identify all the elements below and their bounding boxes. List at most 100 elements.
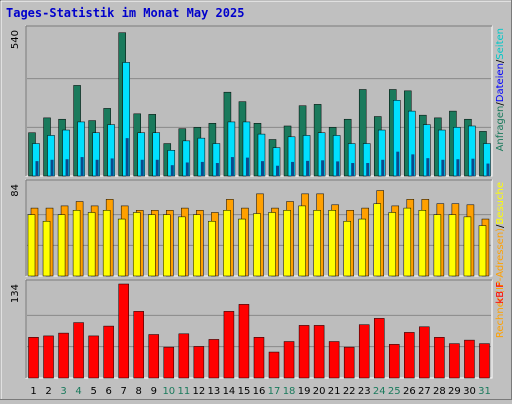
day-label: 6 — [105, 386, 111, 397]
day-label: 26 — [403, 386, 416, 397]
y-max-label: 134 — [10, 284, 21, 303]
bar-besuche — [117, 218, 126, 277]
bar-besuche — [388, 212, 397, 277]
bar-kbf — [313, 325, 325, 379]
bar-besuche — [72, 210, 81, 277]
bar-seiten — [170, 165, 174, 176]
legend-word: Dateien — [495, 63, 506, 102]
day-label: 10 — [162, 386, 175, 397]
y-max-label: 84 — [10, 184, 21, 197]
legend-word: Seiten — [495, 28, 506, 60]
day-label: 19 — [298, 386, 311, 397]
legend-vertical: Anfragen/Dateien/Seiten — [495, 28, 506, 151]
bar-besuche — [283, 210, 291, 277]
bar-besuche — [238, 218, 246, 277]
day-label: 24 — [373, 386, 386, 397]
day-label: 7 — [121, 386, 127, 397]
bar-seiten — [336, 161, 340, 176]
bar-kbf — [133, 311, 144, 379]
bar-kbf — [28, 337, 39, 379]
day-label: 30 — [463, 386, 476, 397]
bar-kbf — [434, 337, 445, 379]
bar-seiten — [95, 159, 99, 176]
bar-besuche — [87, 212, 96, 277]
bar-besuche — [373, 203, 381, 277]
bar-besuche — [478, 225, 487, 277]
bar-kbf — [208, 339, 220, 379]
bar-besuche — [313, 210, 321, 277]
day-label: 29 — [448, 386, 461, 397]
bar-besuche — [328, 210, 336, 277]
y-max-label: 540 — [10, 30, 21, 49]
day-label: 28 — [433, 386, 446, 397]
day-label: 21 — [328, 386, 341, 397]
bar-seiten — [110, 158, 114, 176]
bar-seiten — [351, 163, 355, 176]
bar-seiten — [185, 162, 189, 176]
day-label: 14 — [223, 386, 236, 397]
day-label: 18 — [283, 386, 296, 397]
bar-besuche — [268, 212, 276, 277]
bar-kbf — [389, 344, 400, 379]
day-label: 15 — [238, 386, 251, 397]
day-label: 27 — [418, 386, 431, 397]
bar-besuche — [343, 220, 351, 277]
bar-seiten — [245, 157, 249, 176]
bar-kbf — [404, 332, 415, 379]
bar-seiten — [441, 159, 445, 176]
day-label: 13 — [208, 386, 221, 397]
bar-besuche — [358, 218, 366, 277]
bar-kbf — [223, 311, 235, 379]
legend-word: Rechner (IP-Adressen) — [495, 228, 506, 338]
bar-kbf — [373, 318, 385, 379]
bar-seiten — [426, 158, 430, 176]
day-label: 17 — [268, 386, 281, 397]
bar-kbf — [298, 325, 310, 379]
bar-besuche — [178, 216, 186, 277]
bar-seiten — [291, 161, 295, 176]
bar-besuche — [448, 214, 457, 277]
bar-besuche — [27, 214, 36, 277]
day-label: 8 — [136, 386, 142, 397]
bar-seiten — [140, 159, 144, 176]
bar-seiten — [50, 159, 54, 176]
legend-word: / — [495, 102, 506, 106]
bar-kbf — [253, 337, 265, 379]
bar-kbf — [358, 324, 370, 379]
bar-seiten — [155, 159, 159, 176]
bar-kbf — [343, 346, 355, 379]
bar-seiten — [396, 151, 400, 176]
legend-word: / — [495, 224, 506, 228]
legend-vertical: kB F — [495, 282, 506, 304]
bar-kbf — [178, 333, 190, 379]
bar-kbf — [73, 322, 84, 379]
day-label: 11 — [177, 386, 190, 397]
bar-kbf — [479, 343, 490, 379]
bar-besuche — [132, 212, 141, 277]
bar-besuche — [193, 214, 201, 277]
bar-kbf — [148, 334, 160, 379]
bar-seiten — [486, 163, 490, 176]
bar-besuche — [298, 205, 306, 277]
day-label: 31 — [478, 386, 491, 397]
bar-besuche — [463, 216, 472, 277]
bar-besuche — [253, 213, 261, 277]
bar-seiten — [366, 163, 370, 176]
bar-kbf — [464, 339, 475, 379]
bar-seiten — [65, 159, 69, 176]
bar-seiten — [276, 165, 280, 176]
bar-besuche — [42, 220, 51, 277]
bar-seiten — [125, 138, 129, 176]
legend-word: Anfragen — [495, 106, 506, 152]
chart-title: Tages-Statistik im Monat May 2025 — [6, 6, 245, 20]
bar-besuche — [163, 214, 171, 277]
day-label: 16 — [253, 386, 266, 397]
day-label: 23 — [358, 386, 371, 397]
bar-kbf — [449, 343, 460, 379]
bar-besuche — [57, 214, 66, 277]
bar-besuche — [403, 207, 412, 277]
bar-kbf — [43, 335, 54, 379]
bar-seiten — [471, 158, 475, 176]
bar-kbf — [419, 326, 430, 379]
